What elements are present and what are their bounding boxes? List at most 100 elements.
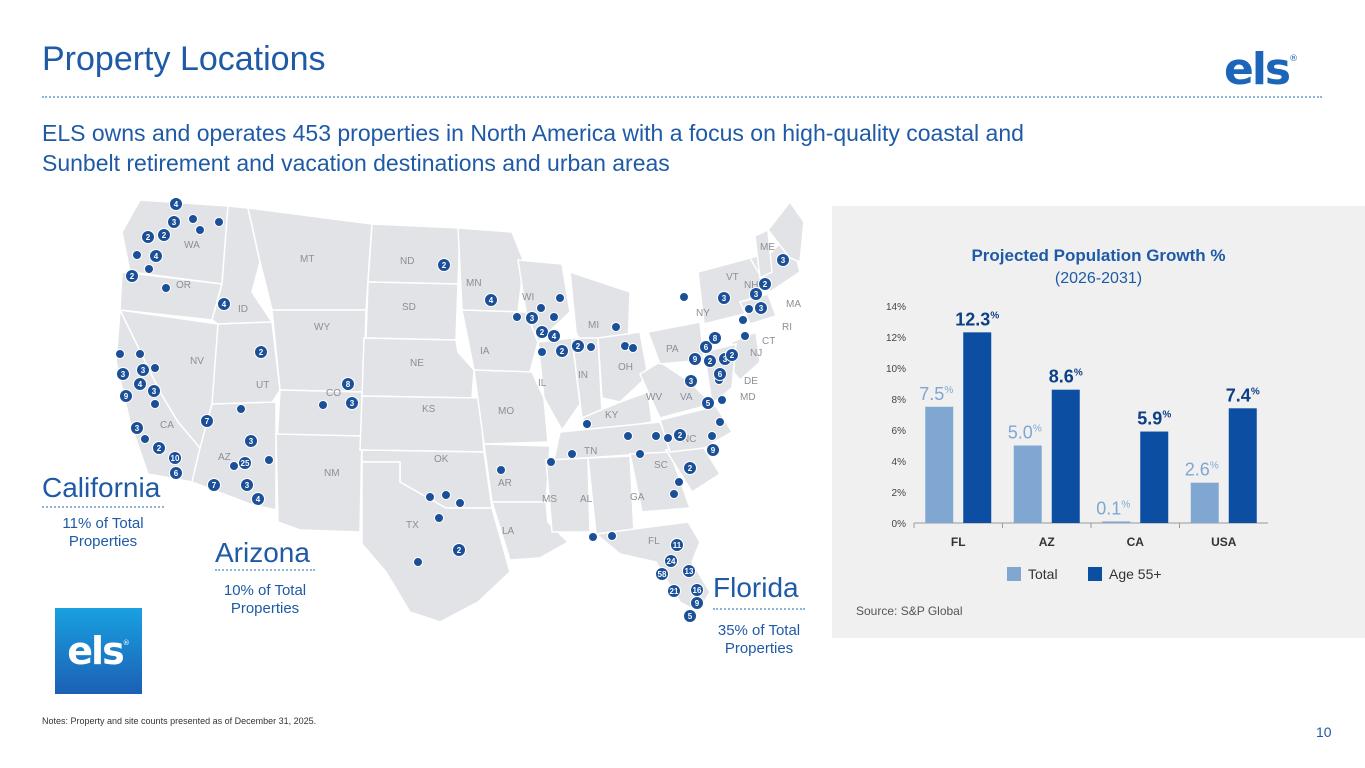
property-pin: [623, 431, 633, 441]
page-number: 10: [1316, 724, 1332, 740]
pin-count: 6: [704, 343, 709, 352]
state-label: SC: [654, 460, 668, 471]
pin-count: 25: [241, 459, 250, 468]
property-pin: [140, 434, 150, 444]
property-pin: [144, 264, 154, 274]
property-pin: [744, 304, 754, 314]
state-label: TN: [584, 446, 597, 457]
state-label: CA: [160, 420, 174, 431]
property-pin: [150, 399, 160, 409]
bar-value-label: 7.5%: [919, 384, 953, 404]
state-label: OH: [618, 362, 633, 373]
pin-count: 3: [530, 314, 535, 323]
state-label: OR: [176, 280, 191, 291]
els-logo-badge: els ®: [55, 608, 142, 694]
pin-count: 3: [121, 370, 126, 379]
state-label: MS: [542, 494, 557, 505]
property-pin: [611, 322, 621, 332]
state-label: CO: [326, 388, 341, 399]
property-pin: [582, 419, 592, 429]
region-arizona-divider: [215, 569, 315, 571]
property-pin: [229, 461, 239, 471]
property-pin: [607, 531, 617, 541]
property-pin: [512, 312, 522, 322]
pin-count: 2: [560, 347, 565, 356]
y-tick-label: 0%: [892, 519, 907, 530]
y-tick-label: 12%: [886, 333, 906, 344]
state-label: IN: [578, 370, 588, 381]
state-label: NC: [682, 434, 696, 445]
state-label: MD: [740, 392, 756, 403]
state-label: ME: [760, 242, 775, 253]
pin-count: 3: [759, 304, 764, 313]
pin-count: 4: [552, 332, 557, 341]
property-pin: [425, 492, 435, 502]
chart-panel: Projected Population Growth % (2026-2031…: [832, 206, 1365, 638]
state-label: CT: [762, 336, 775, 347]
state-label: AZ: [218, 452, 231, 463]
title-divider: [42, 96, 1322, 98]
pin-count: 7: [205, 417, 210, 426]
region-arizona-share: 10% of Total Properties: [223, 582, 307, 617]
pin-count: 2: [540, 328, 545, 337]
property-pin: [549, 312, 559, 322]
pin-count: 2: [678, 431, 683, 440]
region-florida-divider: [713, 608, 805, 610]
state-label: KY: [605, 410, 619, 421]
bar: [963, 332, 992, 523]
pin-count: 2: [576, 342, 581, 351]
region-florida-name: Florida: [713, 572, 799, 603]
state-label: NY: [696, 308, 710, 319]
property-pin: [715, 417, 725, 427]
pin-count: 4: [489, 296, 494, 305]
property-pin: [188, 214, 198, 224]
unlabeled-pins: [115, 214, 754, 567]
property-pin: [679, 292, 689, 302]
pin-count: 7: [212, 481, 217, 490]
pin-count: 3: [350, 399, 355, 408]
state-label: SD: [402, 302, 416, 313]
state-labels: WA OR ID MT ND SD WY NV UT CO CA AZ NM N…: [160, 240, 801, 547]
pin-count: 11: [673, 541, 682, 550]
y-tick-label: 6%: [892, 426, 907, 437]
pin-count: 2: [708, 357, 713, 366]
state-label: WV: [646, 392, 662, 403]
property-pin: [455, 498, 465, 508]
property-pin: [214, 217, 224, 227]
property-pin: [132, 250, 142, 260]
state-label: MN: [466, 278, 482, 289]
property-pin: [318, 400, 328, 410]
state-label: LA: [502, 526, 515, 537]
bar: [925, 406, 954, 523]
bar-value-label: 7.4%: [1226, 385, 1260, 405]
state-label: GA: [630, 492, 645, 503]
state-label: AL: [580, 494, 593, 505]
pin-count: 2: [457, 546, 462, 555]
state-label: TX: [406, 520, 419, 531]
property-pin: [150, 363, 160, 373]
x-category-label: FL: [951, 535, 966, 549]
state-label: NE: [410, 358, 424, 369]
state-label: AR: [498, 478, 512, 489]
footnote: Notes: Property and site counts presente…: [42, 716, 317, 726]
property-pin: [669, 489, 679, 499]
state-label: MI: [588, 320, 599, 331]
bar-value-label: 8.6%: [1049, 367, 1083, 387]
property-pin: [628, 343, 638, 353]
property-pin: [567, 449, 577, 459]
y-tick-label: 10%: [886, 364, 906, 375]
state-label: IA: [480, 346, 490, 357]
pin-count: 2: [763, 280, 768, 289]
legend-swatch: [1007, 567, 1021, 581]
state-label: MT: [300, 254, 314, 265]
pin-count: 2: [130, 272, 135, 281]
us-property-map: WA OR ID MT ND SD WY NV UT CO CA AZ NM N…: [115, 197, 805, 623]
state-label: ND: [400, 256, 414, 267]
pin-count: 2: [162, 231, 167, 240]
property-pin: [135, 349, 145, 359]
state-label: WI: [522, 292, 534, 303]
pin-count: 3: [135, 424, 140, 433]
pin-count: 4: [154, 252, 159, 261]
pin-count: 3: [781, 256, 786, 265]
x-category-label: AZ: [1039, 535, 1055, 549]
